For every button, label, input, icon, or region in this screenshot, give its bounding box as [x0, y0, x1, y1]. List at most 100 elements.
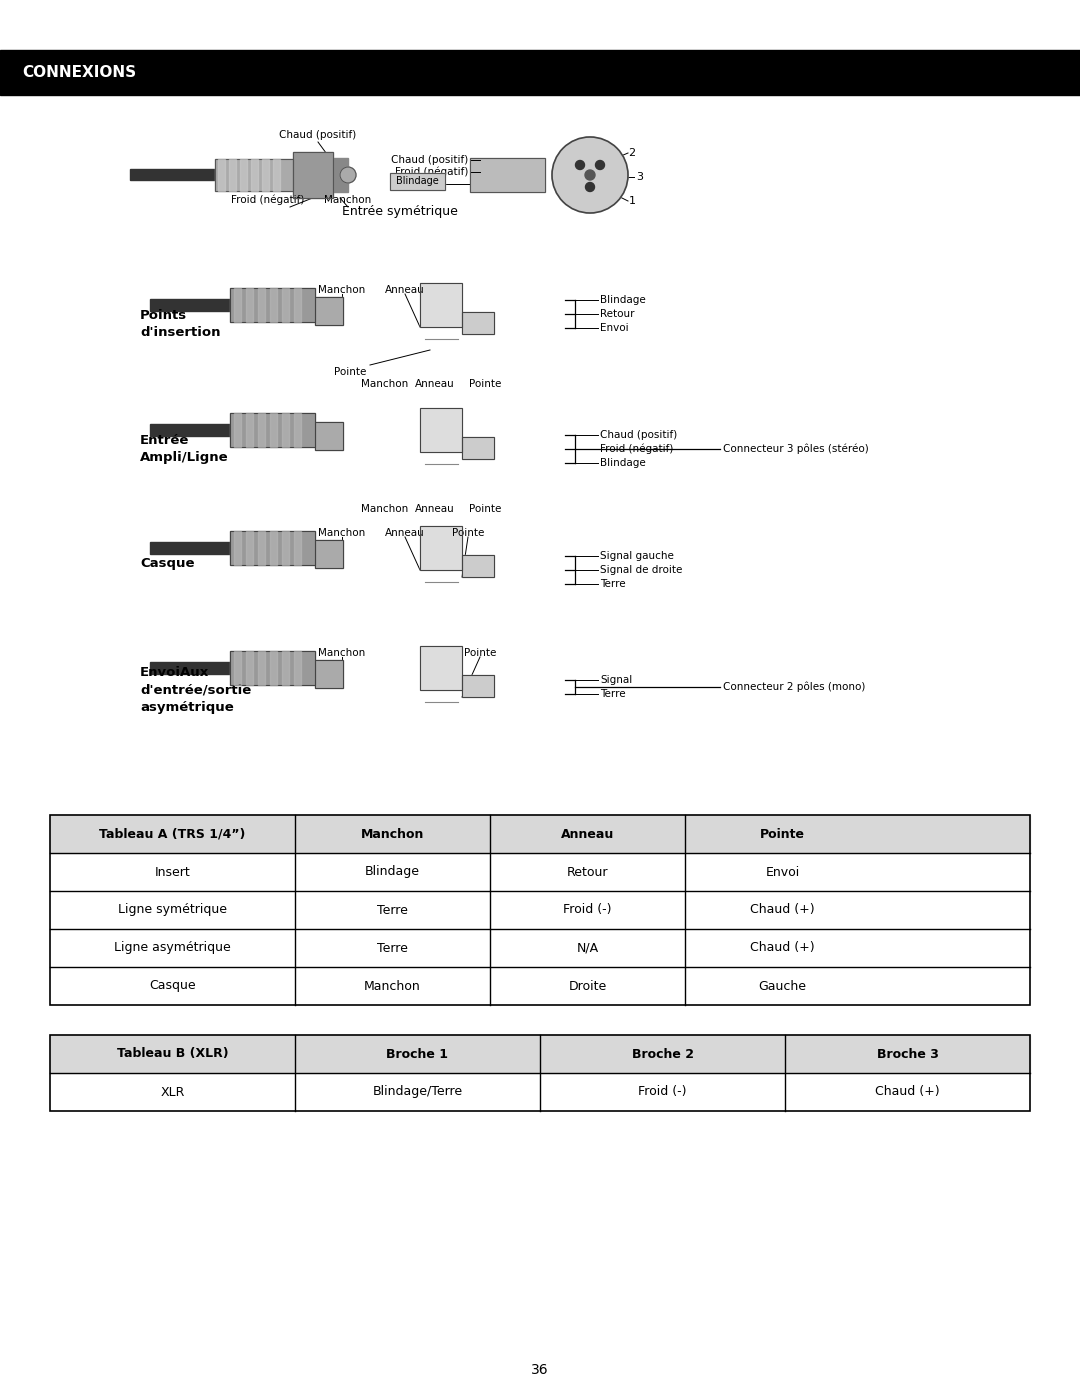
- Text: Entrée symétrique: Entrée symétrique: [342, 205, 458, 218]
- Text: 2: 2: [629, 148, 635, 158]
- Bar: [462, 312, 494, 334]
- Bar: [420, 527, 462, 570]
- Text: Casque: Casque: [149, 979, 195, 992]
- Text: Manchon: Manchon: [362, 379, 408, 388]
- Text: Anneau: Anneau: [386, 528, 424, 538]
- Bar: [234, 288, 241, 321]
- Bar: [420, 527, 462, 570]
- Text: Chaud (+): Chaud (+): [751, 942, 814, 954]
- Bar: [293, 152, 333, 198]
- Text: Anneau: Anneau: [415, 504, 455, 514]
- Bar: [420, 408, 462, 453]
- Text: Entrée
Ampli/Ligne: Entrée Ampli/Ligne: [140, 434, 229, 464]
- Text: Tableau A (TRS 1/4”): Tableau A (TRS 1/4”): [99, 827, 245, 841]
- Bar: [315, 422, 343, 450]
- Text: Terre: Terre: [377, 904, 408, 916]
- Text: Manchon: Manchon: [319, 528, 366, 538]
- Bar: [230, 651, 315, 685]
- Text: Blindage: Blindage: [600, 458, 646, 468]
- Text: Tableau B (XLR): Tableau B (XLR): [117, 1048, 228, 1060]
- Bar: [50, 1035, 1030, 1073]
- Text: 36: 36: [531, 1363, 549, 1377]
- Bar: [230, 651, 315, 685]
- Bar: [462, 555, 494, 577]
- Bar: [282, 414, 289, 447]
- Text: Ligne symétrique: Ligne symétrique: [118, 904, 227, 916]
- Bar: [294, 288, 301, 321]
- Text: Points
d'insertion: Points d'insertion: [140, 309, 220, 339]
- Text: Pointe: Pointe: [469, 504, 501, 514]
- Text: Blindage: Blindage: [365, 866, 420, 879]
- Text: Manchon: Manchon: [319, 285, 366, 295]
- Bar: [294, 651, 301, 685]
- Text: Retour: Retour: [567, 866, 608, 879]
- Text: Connecteur 3 pôles (stéréo): Connecteur 3 pôles (stéréo): [723, 444, 868, 454]
- Bar: [230, 414, 315, 447]
- Bar: [240, 159, 247, 191]
- Bar: [294, 414, 301, 447]
- Bar: [315, 422, 343, 450]
- Circle shape: [595, 161, 605, 169]
- Bar: [470, 158, 545, 191]
- Text: Insert: Insert: [154, 866, 190, 879]
- Text: Anneau: Anneau: [386, 285, 424, 295]
- Bar: [282, 651, 289, 685]
- Circle shape: [576, 161, 584, 169]
- Text: Signal: Signal: [600, 675, 632, 685]
- Text: Blindage/Terre: Blindage/Terre: [373, 1085, 462, 1098]
- Text: Blindage: Blindage: [600, 295, 646, 305]
- Bar: [315, 298, 343, 326]
- Bar: [420, 645, 462, 690]
- Text: Ligne asymétrique: Ligne asymétrique: [114, 942, 231, 954]
- Bar: [270, 651, 276, 685]
- Text: Broche 3: Broche 3: [877, 1048, 939, 1060]
- Bar: [282, 531, 289, 564]
- Text: Manchon: Manchon: [319, 648, 366, 658]
- Bar: [262, 159, 269, 191]
- Text: Froid (-): Froid (-): [564, 904, 611, 916]
- Bar: [150, 542, 230, 555]
- Bar: [50, 1035, 1030, 1111]
- Bar: [462, 437, 494, 460]
- Bar: [315, 298, 343, 326]
- Bar: [258, 531, 265, 564]
- Bar: [315, 659, 343, 687]
- Text: Pointe: Pointe: [469, 379, 501, 388]
- Text: Blindage: Blindage: [395, 176, 438, 186]
- Bar: [273, 159, 280, 191]
- Text: Chaud (positif): Chaud (positif): [280, 130, 356, 140]
- Text: N/A: N/A: [577, 942, 598, 954]
- Bar: [229, 159, 237, 191]
- Bar: [270, 531, 276, 564]
- Text: Envoi: Envoi: [600, 323, 629, 332]
- Text: Signal de droite: Signal de droite: [600, 564, 683, 576]
- Bar: [0, 50, 1080, 95]
- Text: Manchon: Manchon: [362, 504, 408, 514]
- Bar: [462, 312, 494, 334]
- Text: Terre: Terre: [600, 578, 625, 590]
- Bar: [234, 531, 241, 564]
- Bar: [258, 651, 265, 685]
- Text: Pointe: Pointe: [334, 367, 366, 377]
- Text: Broche 2: Broche 2: [632, 1048, 693, 1060]
- Bar: [234, 414, 241, 447]
- Bar: [246, 531, 253, 564]
- Bar: [462, 437, 494, 460]
- Text: Terre: Terre: [377, 942, 408, 954]
- Bar: [315, 659, 343, 687]
- Bar: [150, 299, 230, 312]
- Text: Casque: Casque: [140, 557, 194, 570]
- Bar: [230, 531, 315, 564]
- Text: Manchon: Manchon: [324, 196, 372, 205]
- Bar: [282, 288, 289, 321]
- Circle shape: [552, 137, 627, 212]
- Bar: [50, 814, 1030, 854]
- Text: Froid (négatif): Froid (négatif): [394, 166, 468, 177]
- Bar: [390, 173, 445, 190]
- Text: Froid (négatif): Froid (négatif): [231, 194, 305, 205]
- Bar: [234, 651, 241, 685]
- Text: Chaud (positif): Chaud (positif): [391, 155, 468, 165]
- Text: Envoi: Envoi: [766, 866, 799, 879]
- Bar: [390, 173, 445, 190]
- Text: Manchon: Manchon: [364, 979, 421, 992]
